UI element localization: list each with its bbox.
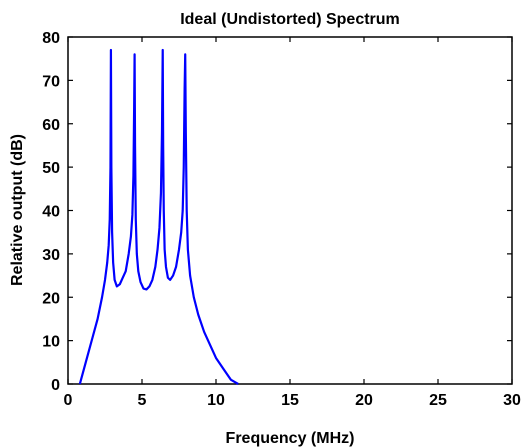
x-tick-label-5: 25 [429,392,447,409]
y-tick-label-3: 30 [42,247,60,264]
y-tick-label-6: 60 [42,117,60,134]
x-tick-label-4: 20 [355,392,373,409]
series-group [78,48,239,385]
x-tick-label-0: 0 [64,392,73,409]
series-line-0 [78,48,239,385]
y-tick-label-4: 40 [42,204,60,221]
x-axis-ticks: 0 5 10 15 20 25 30 [64,37,521,409]
y-axis-ticks: 0 10 20 30 40 50 60 70 80 [42,30,512,394]
x-tick-label-2: 10 [207,392,225,409]
y-axis-label: Relative output (dB) [9,134,26,286]
y-tick-label-8: 80 [42,30,60,47]
x-tick-label-3: 15 [281,392,299,409]
x-tick-label-1: 5 [138,392,147,409]
x-tick-label-6: 30 [503,392,521,409]
y-tick-label-0: 0 [51,377,60,394]
plot-area [67,36,513,385]
y-tick-label-5: 50 [42,160,60,177]
y-tick-label-7: 70 [42,73,60,90]
y-tick-label-1: 10 [42,334,60,351]
chart-title: Ideal (Undistorted) Spectrum [180,11,400,28]
y-tick-label-2: 20 [42,290,60,307]
x-axis-label: Frequency (MHz) [226,430,355,447]
